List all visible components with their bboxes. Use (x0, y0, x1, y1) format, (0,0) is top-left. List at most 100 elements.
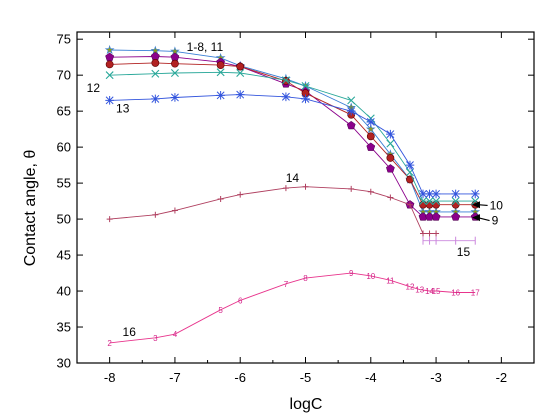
point-number-label: 6 (238, 296, 243, 305)
data-point-1-8-11 (104, 44, 115, 55)
data-point-9 (431, 212, 441, 221)
y-tick-label: 65 (57, 104, 71, 119)
data-point-14 (217, 195, 224, 202)
data-point-12 (151, 69, 160, 78)
y-tick-label: 30 (57, 356, 71, 371)
x-tick-label: -5 (300, 370, 312, 385)
data-point-13 (105, 96, 114, 105)
data-point-13 (386, 129, 395, 139)
data-point-9 (150, 51, 160, 61)
series-annotation: 14 (286, 171, 300, 185)
point-number-label: 7 (284, 280, 289, 289)
point-number-label: 4 (173, 330, 178, 339)
x-tick-label: -2 (496, 370, 508, 385)
data-point-12 (236, 69, 245, 78)
data-point-13 (425, 189, 434, 199)
data-point-14 (433, 230, 440, 237)
data-point-9 (366, 142, 376, 151)
y-axis-title: Contact angle, θ (22, 150, 39, 267)
data-point-14 (171, 207, 178, 214)
annotation-arrowhead (471, 201, 480, 209)
data-point-13 (470, 189, 480, 199)
point-number-label: 17 (471, 288, 480, 297)
data-point-10 (451, 200, 460, 209)
point-number-label: 11 (386, 276, 395, 285)
data-point-12 (451, 197, 460, 206)
data-point-13 (281, 92, 291, 102)
annotation-arrowhead (471, 214, 480, 222)
y-tick-label: 60 (57, 140, 71, 155)
series-annotation: 1-8, 11 (187, 40, 224, 54)
data-point-10 (171, 59, 179, 68)
point-number-label: 16 (451, 288, 460, 297)
data-point-13 (405, 160, 415, 170)
x-tick-label: -3 (430, 370, 442, 385)
series-line-1-8-11 (109, 49, 476, 213)
data-point-9 (346, 120, 356, 130)
data-point-13 (346, 106, 356, 116)
data-point-14 (387, 194, 394, 201)
data-point-13 (418, 189, 428, 199)
data-point-13 (431, 189, 441, 199)
series-line-14 (109, 186, 437, 234)
data-point-14 (302, 183, 309, 190)
data-point-13 (170, 93, 180, 102)
series-line-9 (109, 56, 476, 218)
data-point-9 (105, 52, 115, 61)
series-line-12 (109, 71, 476, 202)
data-point-13 (366, 117, 376, 127)
data-point-9 (170, 52, 180, 61)
data-point-10 (419, 200, 427, 209)
x-tick-label: -7 (169, 370, 181, 385)
data-point-13 (451, 189, 460, 199)
data-point-10 (425, 200, 434, 209)
data-point-12 (281, 76, 290, 85)
series-annotation: 15 (457, 245, 471, 259)
data-point-12 (425, 197, 434, 206)
data-point-10 (105, 60, 114, 69)
data-point-9 (386, 164, 395, 173)
y-tick-label: 45 (57, 248, 71, 263)
x-tick-label: -8 (104, 370, 116, 385)
data-point-14 (152, 211, 159, 218)
data-point-13 (301, 94, 310, 104)
point-number-label: 10 (366, 272, 375, 281)
y-tick-label: 55 (57, 176, 71, 191)
point-number-label: 9 (349, 269, 354, 278)
data-point-10 (151, 59, 160, 67)
data-point-12 (216, 68, 225, 77)
y-tick-label: 75 (57, 32, 71, 47)
series-line-16 (109, 272, 476, 344)
x-tick-label: -4 (365, 370, 377, 385)
data-point-12 (105, 71, 114, 80)
point-number-label: 2 (107, 339, 112, 348)
x-tick-label: -6 (234, 370, 246, 385)
series-annotation: 13 (116, 101, 130, 115)
point-number-label: 3 (153, 334, 158, 343)
series-annotation: 16 (123, 325, 137, 339)
data-point-14 (237, 191, 244, 198)
data-point-1-8-11 (365, 124, 376, 134)
data-point-14 (106, 216, 113, 223)
data-point-10 (216, 61, 225, 69)
data-point-13 (216, 91, 225, 100)
data-point-10 (366, 132, 375, 141)
point-number-label: 14 (425, 287, 434, 296)
data-point-13 (151, 94, 160, 104)
data-point-13 (235, 90, 245, 99)
point-number-label: 13 (415, 286, 424, 295)
point-number-label: 15 (432, 287, 441, 296)
data-point-14 (282, 185, 289, 192)
data-point-12 (386, 139, 395, 148)
data-point-10 (236, 62, 245, 71)
x-axis-title: logC (290, 396, 323, 413)
series-annotation: 10 (490, 198, 504, 212)
data-point-14 (426, 230, 433, 237)
point-number-label: 5 (218, 306, 223, 315)
y-tick-label: 70 (57, 68, 71, 83)
data-point-12 (347, 96, 356, 105)
data-point-14 (367, 188, 374, 195)
data-point-14 (420, 230, 427, 237)
